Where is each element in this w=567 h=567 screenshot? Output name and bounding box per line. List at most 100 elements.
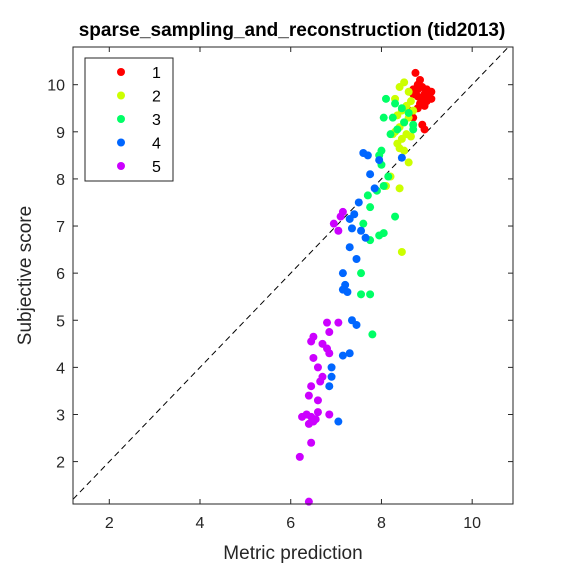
point-series-2 bbox=[395, 83, 404, 92]
point-series-5 bbox=[307, 337, 316, 346]
point-series-3 bbox=[363, 191, 372, 200]
y-tick-label: 5 bbox=[56, 313, 65, 330]
point-series-4 bbox=[327, 363, 336, 372]
y-tick-label: 7 bbox=[56, 219, 65, 236]
point-series-4 bbox=[338, 351, 347, 360]
point-series-4 bbox=[352, 255, 361, 264]
point-series-2 bbox=[404, 87, 413, 96]
point-series-4 bbox=[370, 184, 379, 193]
point-series-1 bbox=[422, 85, 431, 94]
point-series-1 bbox=[413, 85, 422, 94]
point-series-1 bbox=[420, 125, 429, 134]
point-series-1 bbox=[420, 101, 429, 110]
point-series-2 bbox=[400, 146, 409, 155]
point-series-4 bbox=[363, 151, 372, 160]
point-series-4 bbox=[352, 320, 361, 329]
data-points bbox=[295, 68, 436, 506]
legend-label-3: 3 bbox=[152, 112, 161, 129]
legend-label-4: 4 bbox=[152, 136, 161, 153]
x-axis-label: Metric prediction bbox=[223, 543, 362, 564]
point-series-5 bbox=[334, 226, 343, 235]
point-series-4 bbox=[345, 243, 354, 252]
point-series-1 bbox=[411, 68, 420, 77]
point-series-5 bbox=[307, 438, 316, 447]
point-series-3 bbox=[397, 104, 406, 113]
point-series-3 bbox=[384, 172, 393, 181]
point-series-3 bbox=[381, 94, 390, 103]
point-series-4 bbox=[357, 226, 366, 235]
point-series-3 bbox=[388, 113, 397, 122]
legend: 1 2 3 4 5 bbox=[84, 57, 174, 182]
chart-title: sparse_sampling_and_reconstruction (tid2… bbox=[79, 20, 506, 41]
y-tick-label: 9 bbox=[56, 125, 65, 142]
y-tick-label: 3 bbox=[56, 407, 65, 424]
point-series-3 bbox=[366, 203, 375, 212]
legend-box bbox=[84, 57, 174, 182]
legend-label-5: 5 bbox=[152, 159, 161, 176]
point-series-5 bbox=[316, 377, 325, 386]
legend-marker-1 bbox=[117, 68, 125, 76]
point-series-5 bbox=[336, 212, 345, 221]
x-tick-label: 10 bbox=[463, 515, 481, 532]
point-series-3 bbox=[379, 181, 388, 190]
point-series-5 bbox=[325, 328, 334, 337]
x-axis-ticks: 2 4 6 8 10 bbox=[105, 47, 481, 532]
y-tick-label: 10 bbox=[47, 78, 65, 95]
point-series-2 bbox=[395, 184, 404, 193]
point-series-3 bbox=[375, 231, 384, 240]
point-series-5 bbox=[309, 353, 318, 362]
point-series-5 bbox=[295, 452, 304, 461]
plot-frame bbox=[72, 46, 514, 505]
x-tick-label: 2 bbox=[105, 515, 114, 532]
point-series-3 bbox=[409, 125, 418, 134]
point-series-2 bbox=[404, 158, 413, 167]
legend-label-2: 2 bbox=[152, 89, 161, 106]
point-series-3 bbox=[391, 99, 400, 108]
legend-marker-3 bbox=[117, 115, 125, 123]
point-series-3 bbox=[404, 108, 413, 117]
y-tick-label: 2 bbox=[56, 455, 65, 472]
point-series-4 bbox=[334, 417, 343, 426]
y-tick-label: 4 bbox=[56, 360, 65, 377]
point-series-5 bbox=[325, 410, 334, 419]
point-series-3 bbox=[393, 125, 402, 134]
x-tick-label: 4 bbox=[196, 515, 205, 532]
point-series-4 bbox=[345, 349, 354, 358]
y-tick-label: 6 bbox=[56, 266, 65, 283]
point-series-4 bbox=[397, 153, 406, 162]
point-series-3 bbox=[400, 118, 409, 127]
point-series-4 bbox=[343, 287, 352, 296]
point-series-3 bbox=[391, 212, 400, 221]
point-series-4 bbox=[366, 170, 375, 179]
point-series-3 bbox=[357, 269, 366, 278]
legend-label-1: 1 bbox=[152, 65, 161, 82]
point-series-5 bbox=[329, 219, 338, 228]
point-series-5 bbox=[313, 396, 322, 405]
point-series-5 bbox=[304, 391, 313, 400]
point-series-5 bbox=[313, 408, 322, 417]
point-series-4 bbox=[375, 156, 384, 165]
point-series-3 bbox=[386, 130, 395, 139]
point-series-5 bbox=[325, 349, 334, 358]
point-series-5 bbox=[323, 318, 332, 327]
point-series-3 bbox=[359, 219, 368, 228]
point-series-2 bbox=[406, 97, 415, 106]
point-series-1 bbox=[427, 94, 436, 103]
point-series-5 bbox=[304, 419, 313, 428]
reference-diagonal bbox=[72, 46, 509, 500]
point-series-3 bbox=[366, 290, 375, 299]
point-series-4 bbox=[325, 382, 334, 391]
point-series-4 bbox=[347, 224, 356, 233]
point-series-2 bbox=[406, 132, 415, 141]
point-series-4 bbox=[338, 269, 347, 278]
point-series-3 bbox=[357, 290, 366, 299]
x-tick-label: 8 bbox=[377, 515, 386, 532]
legend-marker-2 bbox=[117, 91, 125, 100]
point-series-3 bbox=[368, 330, 377, 339]
point-series-5 bbox=[307, 382, 316, 391]
point-series-4 bbox=[345, 214, 354, 223]
legend-marker-5 bbox=[117, 162, 125, 170]
point-series-4 bbox=[354, 198, 363, 207]
point-series-3 bbox=[379, 113, 388, 122]
